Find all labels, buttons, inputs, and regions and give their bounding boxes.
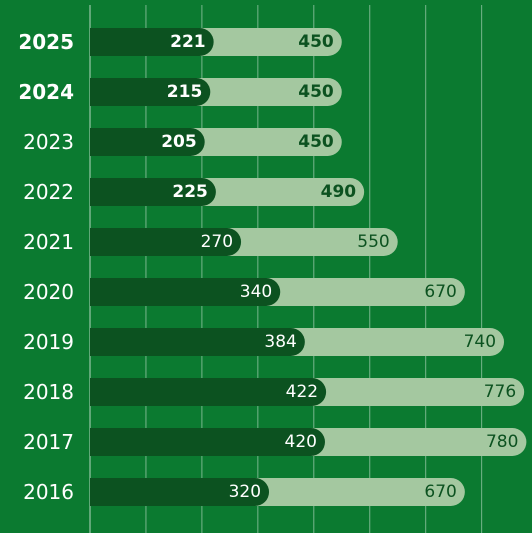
value-label: 270 (201, 232, 233, 252)
value-label: 221 (170, 32, 206, 52)
y-tick-label: 2025 (18, 30, 74, 54)
value-label: 205 (161, 132, 197, 152)
value-label: 740 (464, 332, 496, 352)
y-tick-label: 2020 (23, 280, 74, 304)
y-tick-label: 2023 (23, 130, 74, 154)
value-label: 340 (240, 282, 272, 302)
bar (90, 328, 305, 356)
y-tick-label: 2021 (23, 230, 74, 254)
y-tick-label: 2016 (23, 480, 74, 504)
y-tick-label: 2018 (23, 380, 74, 404)
y-tick-label: 2024 (18, 80, 74, 104)
y-tick-label: 2017 (23, 430, 74, 454)
bar (90, 128, 205, 156)
value-label: 420 (285, 432, 317, 452)
value-label: 450 (298, 82, 334, 102)
value-label: 225 (172, 182, 208, 202)
bar (90, 78, 211, 106)
value-label: 550 (357, 232, 389, 252)
value-label: 780 (486, 432, 518, 452)
value-label: 422 (286, 382, 318, 402)
bar (90, 178, 216, 206)
value-label: 450 (298, 32, 334, 52)
bar (90, 428, 325, 456)
value-label: 490 (321, 182, 357, 202)
bar (90, 28, 214, 56)
bar (90, 278, 281, 306)
bar (90, 378, 327, 406)
bar (90, 228, 242, 256)
value-label: 670 (424, 482, 456, 502)
value-label: 670 (424, 282, 456, 302)
y-tick-label: 2022 (23, 180, 74, 204)
value-label: 384 (264, 332, 296, 352)
value-label: 320 (229, 482, 261, 502)
y-tick-label: 2019 (23, 330, 74, 354)
value-label: 215 (167, 82, 203, 102)
bar (90, 478, 270, 507)
value-label: 776 (484, 382, 516, 402)
value-label: 450 (298, 132, 334, 152)
